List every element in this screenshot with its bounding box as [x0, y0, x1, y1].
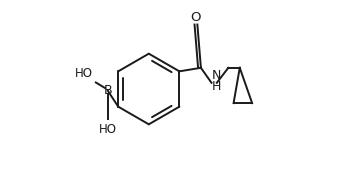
Text: N: N: [212, 69, 221, 82]
Text: HO: HO: [99, 123, 117, 137]
Text: O: O: [191, 11, 201, 24]
Text: B: B: [103, 84, 112, 97]
Text: H: H: [212, 80, 221, 93]
Text: HO: HO: [75, 67, 93, 80]
